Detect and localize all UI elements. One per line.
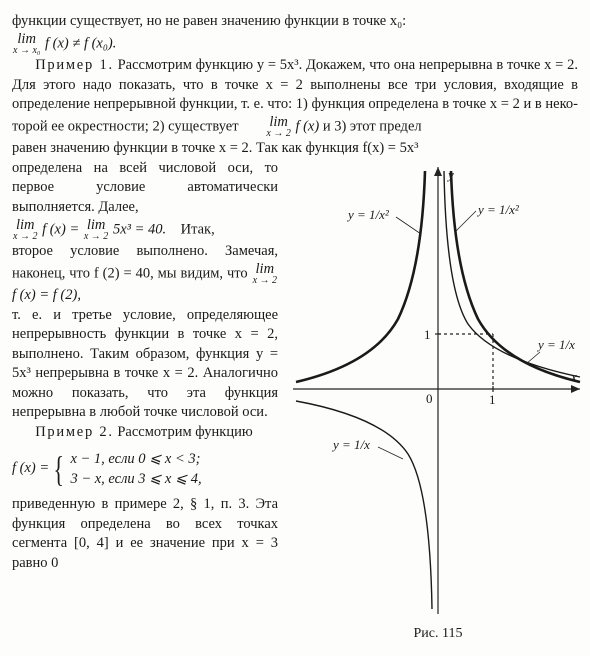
lim-expression: f (x) ≠ f (x₀). [45,35,116,51]
example1-paragraph-cont: равен значению функции в точке x = 2. Та… [12,139,578,159]
y-axis-label: y [446,167,454,182]
example2-intro: Пример 2. Рассмотрим функ­цию [12,423,278,443]
example1-body1b: и 3) этот предел [319,118,421,134]
text-column: определена на всей числовой оси, то перв… [12,159,278,644]
label-leader-2 [456,211,476,231]
lim-subscript: x → 2 [253,276,277,286]
piecewise-case-1: x − 1, если 0 ⩽ x < 3; [70,449,201,469]
pretext-line: функции существует, но не равен значению… [12,12,578,32]
graph-figure: y x 0 1 1 y = 1/x² y = 1/x² y = 1/x y = … [288,159,588,619]
lim-block-4: limx → 2 [253,262,277,287]
lim-subscript: x → 2 [13,232,37,242]
pretext-text: функции существует, но не равен значению… [12,13,406,29]
curve-1-over-x2-left [296,171,425,382]
leftcol-p4: приведенную в примере 2, § 1, п. 3. Эта … [12,495,278,573]
leftcol-p3: т. е. и третье условие, опре­деляющее не… [12,306,278,423]
left-brace-icon: { [54,455,64,483]
x-axis-arrow-icon [571,385,580,393]
leftcol-limline: lim x → 2 f (x) = lim x → 2 5x³ = 40. Ит… [12,218,278,243]
leftcol-p2: второе условие выполнено. За­мечая, нако… [12,242,278,306]
label-leader-3 [526,352,540,364]
curve-1-over-x-lower [296,401,432,609]
origin-label: 0 [426,391,433,406]
example1-heading: Пример 1. [35,57,114,73]
leftcol-p1: определена на всей числовой оси, то перв… [12,159,278,218]
pretext-limline: lim x → x₀ f (x) ≠ f (x₀). [12,32,578,57]
y-axis-arrow-icon [434,167,442,176]
label-1-over-x2-left: y = 1/x² [346,207,390,222]
lim-tail: Итак, [181,221,215,237]
lim-word: lim [13,32,40,47]
lim-expr-3: 5x³ = 40. [113,221,166,237]
lim-subscript: x → x₀ [13,46,40,56]
lim-expr-4: f (x) = f (2), [12,287,81,303]
two-column-region: определена на всей числовой оси, то перв… [12,159,578,644]
label-1-over-x2-right: y = 1/x² [476,202,520,217]
example2-heading: Пример 2. [35,424,114,440]
piecewise-lhs: f (x) = [12,459,49,479]
lim-expr-2: f (x) [295,118,319,134]
x-axis-label: x [570,369,577,384]
lim-word: lim [13,218,37,233]
x-tick-1-label: 1 [489,392,496,407]
leftcol-p2-text: второе условие выполнено. За­мечая, нако… [12,243,278,281]
piecewise-cases: x − 1, если 0 ⩽ x < 3; 3 − x, если 3 ⩽ x… [70,449,201,490]
lim-block-3b: lim x → 2 [84,218,108,243]
example2-intro-text: Рассмотрим функ­цию [114,424,253,440]
label-leader-1 [396,217,421,234]
lim-word: lim [243,115,291,130]
piecewise-function: f (x) = { x − 1, если 0 ⩽ x < 3; 3 − x, … [12,449,278,490]
lim-subscript: x → 2 [84,232,108,242]
label-1-over-x-upper: y = 1/x [536,337,575,352]
lim-word: lim [253,262,277,277]
lim-block: lim x → x₀ [13,32,40,57]
lim-mid: f (x) = [42,221,79,237]
example1-body2: равен значению функции в точке x = 2. Та… [12,140,418,156]
lim-block-2: limx → 2 [243,115,291,140]
piecewise-case-2: 3 − x, если 3 ⩽ x ⩽ 4, [70,469,201,489]
lim-block-3: lim x → 2 [13,218,37,243]
lim-word: lim [84,218,108,233]
lim-subscript: x → 2 [243,129,291,139]
example1-paragraph: Пример 1. Рассмотрим функцию y = 5x³. До… [12,56,578,139]
label-1-over-x-lower: y = 1/x [331,437,370,452]
figure-caption: Рис. 115 [288,625,588,644]
figure-column: y x 0 1 1 y = 1/x² y = 1/x² y = 1/x y = … [288,159,588,644]
y-tick-1-label: 1 [424,327,431,342]
label-leader-4 [378,447,403,459]
